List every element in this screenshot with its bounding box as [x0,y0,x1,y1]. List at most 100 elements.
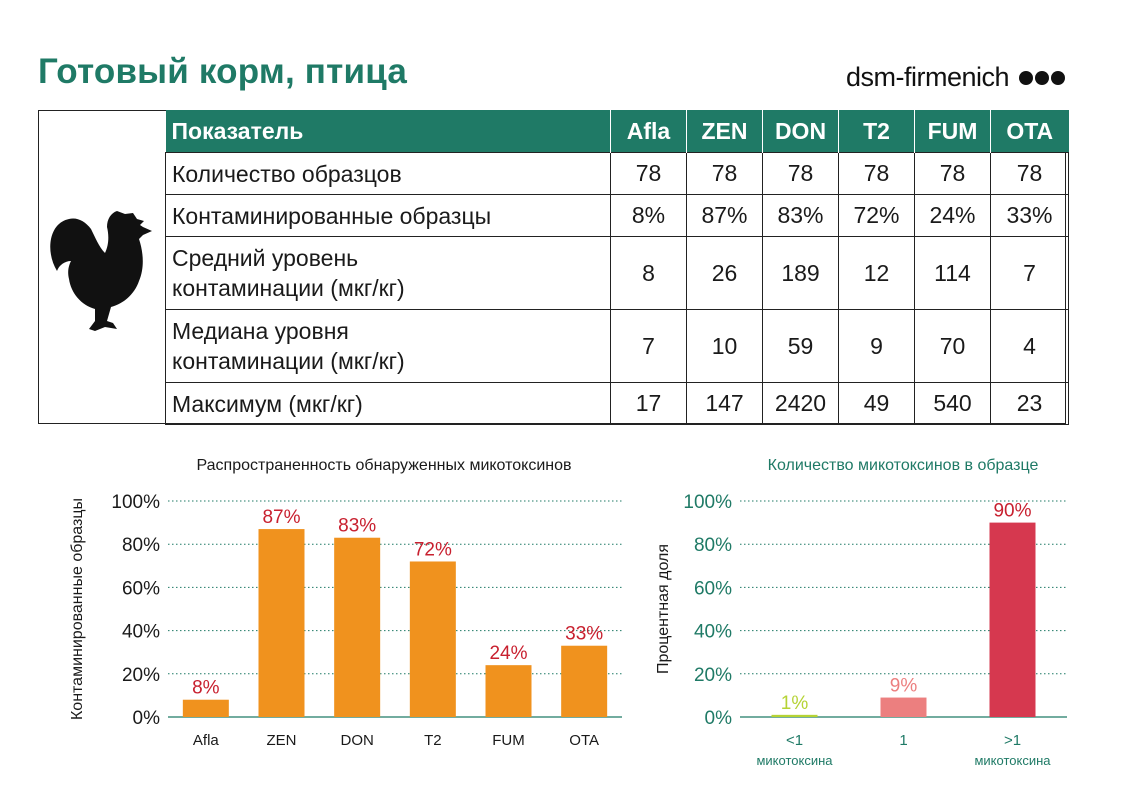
data-table-panel: Показатель Afla ZEN DON T2 FUM OTA Колич… [38,110,1069,425]
row-label: Максимум (мкг/кг) [165,382,611,425]
table-cell: 10 [686,309,763,383]
data-label: 1% [781,693,809,714]
table-cell: 540 [914,382,991,425]
bar [258,529,305,717]
y-tick-label: 100% [683,492,732,513]
mycotoxin-count-bar-chart: Количество микотоксинов в образце Процент… [655,457,1067,768]
bar [880,697,927,717]
table-cell: 78 [914,152,991,195]
data-label: 83% [338,516,376,537]
row-label-line: Контаминированные образцы [172,202,492,229]
table-cell: 78 [686,152,763,195]
table-cell: 114 [914,236,991,310]
table-cell: 83% [762,194,839,237]
table-cell: 33% [990,194,1069,237]
table-cell: 78 [990,152,1069,195]
x-tick-label: DON [340,732,373,749]
x-tick-label: 1 [899,732,907,749]
row-label: Средний уровень контаминации (мкг/кг) [165,236,611,310]
table-cell: 59 [762,309,839,383]
page-title: Готовый корм, птица [38,52,408,91]
bar [182,699,229,717]
y-tick-label: 80% [694,535,732,556]
bar [989,522,1036,717]
column-header: OTA [990,110,1069,153]
row-label: Контаминированные образцы [165,194,611,237]
x-tick-label: FUM [492,732,525,749]
table-cell: 49 [838,382,915,425]
data-label: 72% [414,539,452,560]
column-header: FUM [914,110,991,153]
table-row: Медиана уровня контаминации (мкг/кг) 7 10… [165,309,1069,383]
table-cell: 2420 [762,382,839,425]
x-tick-label: OTA [569,732,599,749]
table-cell: 78 [762,152,839,195]
y-axis-label: Процентная доля [655,544,672,674]
table-cell: 12 [838,236,915,310]
table-row: Средний уровень контаминации (мкг/кг) 8 2… [165,236,1069,310]
table-cell: 78 [610,152,687,195]
prevalence-bar-chart: Распространенность обнаруженных микотокс… [69,457,622,749]
table-row: Максимум (мкг/кг) 17 147 2420 49 540 23 [165,382,1069,425]
row-label-line: Медиана уровня [172,318,349,344]
row-label-line: Максимум (мкг/кг) [172,390,363,417]
data-label: 24% [489,643,527,664]
x-tick-label: >1 [1004,732,1021,749]
bar [485,665,532,717]
x-tick-label: микотоксина [974,753,1051,768]
table-cell: 9 [838,309,915,383]
x-tick-label: ZEN [267,732,297,749]
row-label-line: Средний уровень [172,245,359,271]
x-tick-label: Afla [193,732,220,749]
row-label-line: контаминации (мкг/кг) [172,348,405,374]
table-cell: 26 [686,236,763,310]
table-cell: 72% [838,194,915,237]
y-tick-label: 20% [122,665,160,686]
column-header: Afla [610,110,687,153]
table-row: Количество образцов 78 78 78 78 78 78 [165,152,1069,195]
table-cell: 23 [990,382,1069,425]
table-cell: 8 [610,236,687,310]
y-tick-label: 0% [133,708,161,729]
y-axis-label: Контаминированные образцы [69,498,86,720]
data-label: 33% [565,624,603,645]
y-tick-label: 20% [694,665,732,686]
y-tick-label: 80% [122,535,160,556]
table-cell: 70 [914,309,991,383]
data-label: 8% [192,678,220,699]
bar [771,714,818,717]
x-tick-label: <1 [786,732,803,749]
row-label: Количество образцов [165,152,611,195]
column-header: DON [762,110,839,153]
y-tick-label: 0% [705,708,733,729]
y-tick-label: 100% [111,492,160,513]
table-cell: 87% [686,194,763,237]
chart-title: Количество микотоксинов в образце [768,457,1039,474]
table-row: Контаминированные образцы 8% 87% 83% 72%… [165,194,1069,237]
table-cell: 24% [914,194,991,237]
brand-dots-icon [1019,70,1065,85]
bar [561,645,608,717]
table-cell: 7 [610,309,687,383]
table-cell: 17 [610,382,687,425]
data-label: 9% [890,676,918,697]
y-tick-label: 40% [122,622,160,643]
x-tick-label: T2 [424,732,442,749]
table-cell: 4 [990,309,1069,383]
hen-icon [50,211,152,331]
bar [334,537,381,717]
y-tick-label: 60% [694,578,732,599]
column-header: ZEN [686,110,763,153]
y-tick-label: 60% [122,578,160,599]
row-label: Медиана уровня контаминации (мкг/кг) [165,309,611,383]
table-cell: 8% [610,194,687,237]
row-label-line: Количество образцов [172,160,402,187]
table-header-row: Показатель Afla ZEN DON T2 FUM OTA [165,110,1069,153]
x-tick-label: микотоксина [756,753,833,768]
chart-title: Распространенность обнаруженных микотокс… [196,457,571,474]
table-cell: 7 [990,236,1069,310]
table-cell: 189 [762,236,839,310]
data-label: 90% [993,501,1031,522]
y-tick-label: 40% [694,622,732,643]
brand-name: dsm-firmenich [845,62,1010,92]
